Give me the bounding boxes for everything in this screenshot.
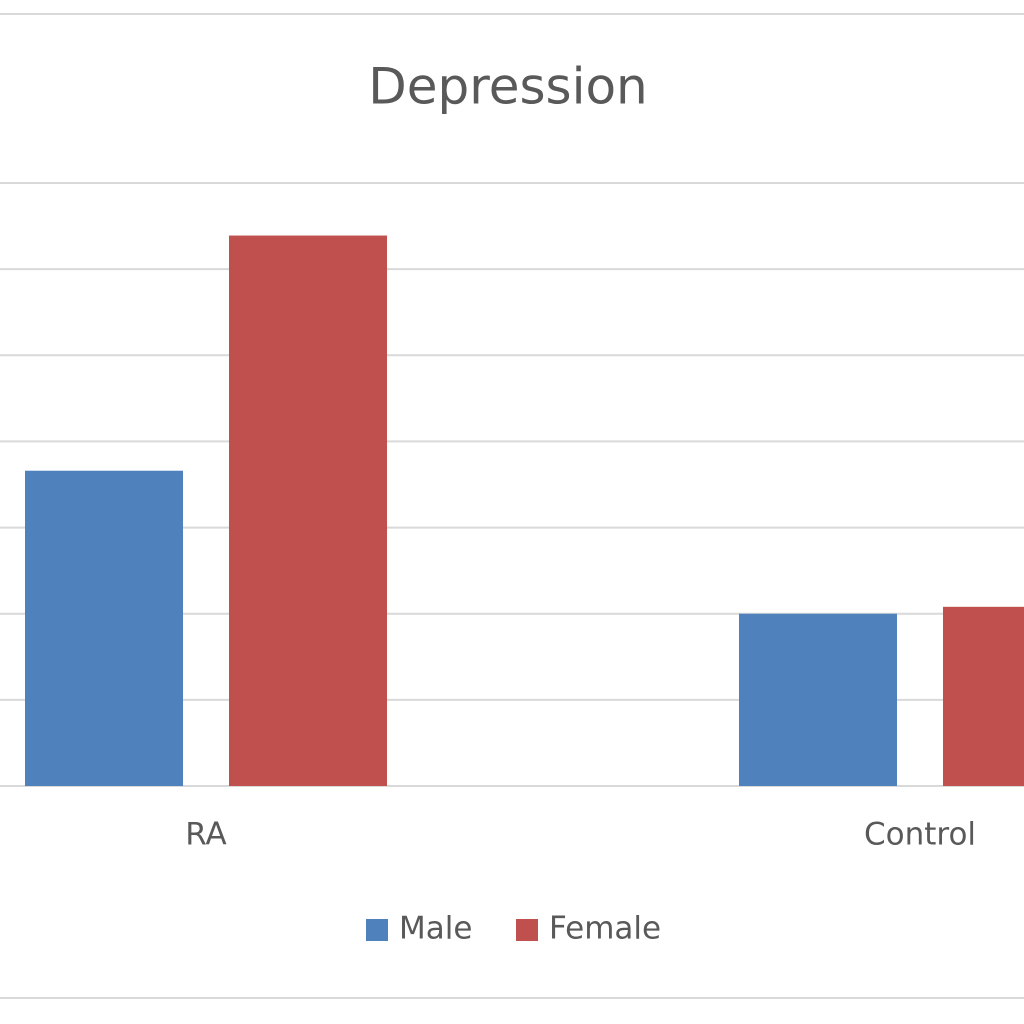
legend-swatch bbox=[516, 919, 538, 941]
legend-label: Male bbox=[399, 911, 472, 947]
legend-swatch bbox=[366, 919, 388, 941]
x-tick-label: Control bbox=[864, 817, 976, 853]
bar bbox=[25, 470, 183, 786]
bar bbox=[229, 235, 387, 787]
legend-label: Female bbox=[549, 911, 661, 947]
bar bbox=[739, 613, 897, 786]
x-tick-label: RA bbox=[185, 817, 227, 853]
bar bbox=[943, 606, 1024, 786]
chart-title: Depression bbox=[368, 58, 648, 116]
